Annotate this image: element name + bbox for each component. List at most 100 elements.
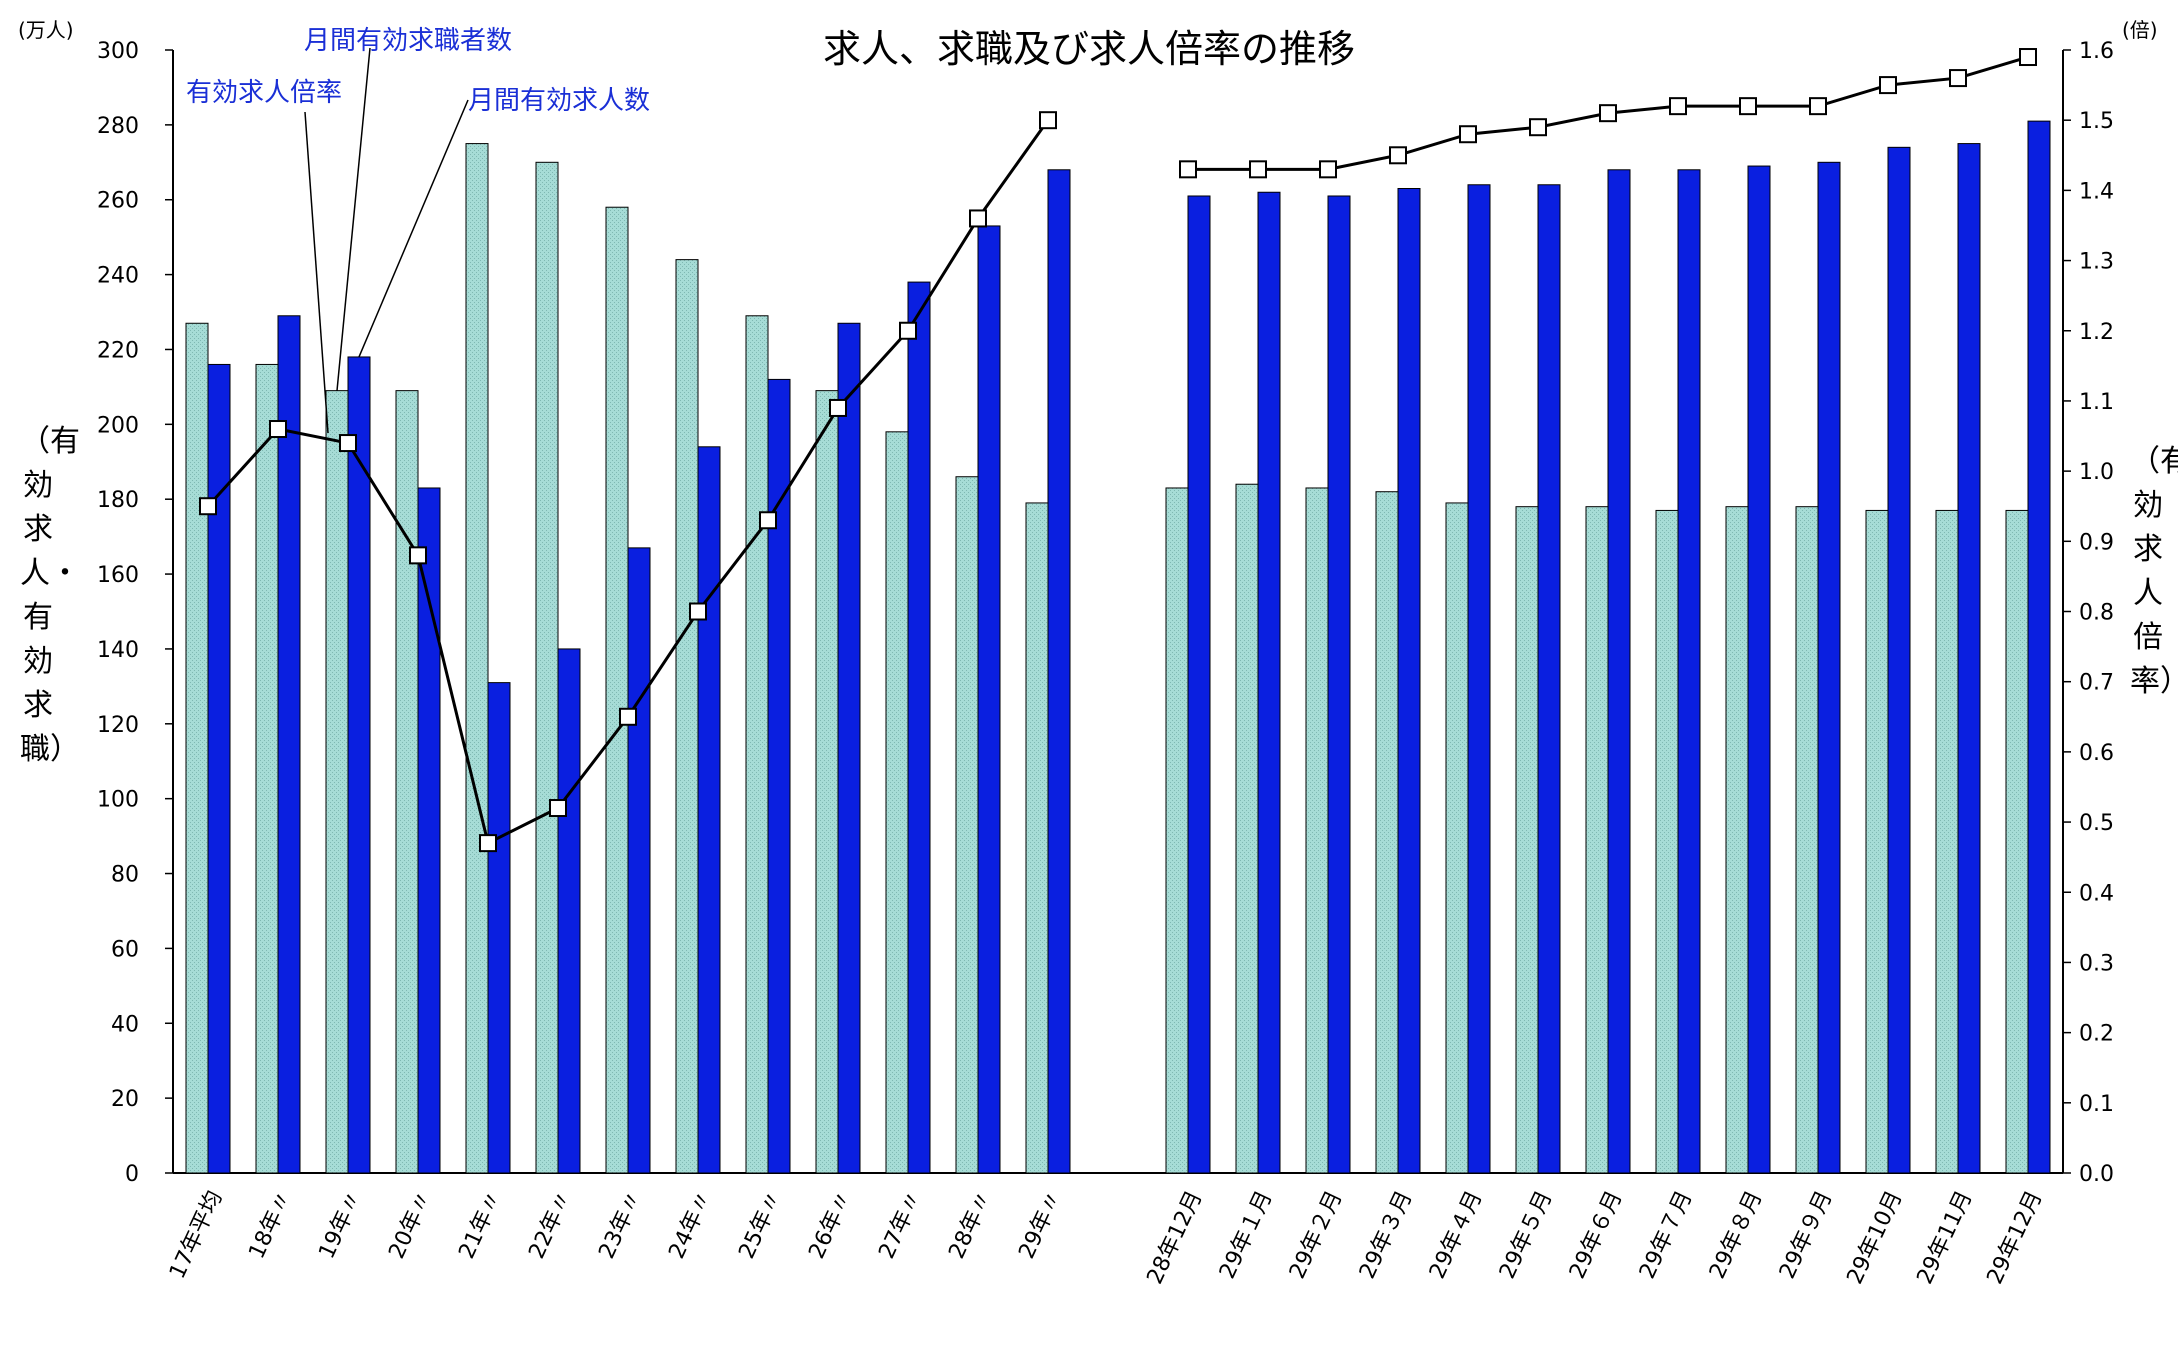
x-tick-label: 29年12月 [1983,1187,2048,1288]
bar-job-seekers [1165,487,1189,1174]
right-tick-label: 1.2 [2079,320,2114,345]
x-tick-label: 29年９月 [1775,1187,1837,1283]
ratio-marker [1039,111,1057,130]
bar-job-seekers [675,259,699,1174]
bar-job-openings [1537,184,1561,1174]
bar-job-seekers [1935,509,1959,1174]
annotation-openings: 月間有効求人数 [468,86,651,116]
bar-job-seekers [1375,491,1399,1174]
bar-job-seekers [815,390,839,1174]
left-tick-label: 280 [97,114,139,139]
right-tick-label: 0.5 [2079,811,2114,836]
x-tick-label: 28年12月 [1143,1187,1208,1288]
bar-job-openings [1257,191,1281,1174]
x-tick-label: 20年〃 [384,1187,437,1263]
right-tick-label: 1.6 [2079,39,2114,64]
right-tick-label: 0.4 [2079,881,2114,906]
ratio-marker [1809,97,1827,116]
x-tick-label: 17年平均 [165,1187,227,1283]
bar-job-seekers [745,315,769,1174]
right-tick-label: 0.3 [2079,951,2114,976]
annotation-seekers: 月間有効求職者数 [304,26,513,56]
right-axis-unit: (倍) [2122,18,2158,42]
x-tick-label: 29年10月 [1843,1187,1908,1288]
left-tick-label: 160 [97,563,139,588]
left-tick-label: 60 [111,937,139,962]
right-tick-label: 0.1 [2079,1092,2114,1117]
bar-job-openings [697,446,721,1174]
bar-job-seekers [395,390,419,1174]
ratio-marker [1179,160,1197,179]
ratio-marker [549,799,567,818]
ratio-marker [479,834,497,853]
right-tick-label: 0.2 [2079,1022,2114,1047]
x-tick-label: 28年〃 [944,1187,997,1263]
annotation-leader [358,99,469,358]
bar-job-openings [1677,169,1701,1174]
ratio-marker [1599,104,1617,123]
bar-job-seekers [1585,506,1609,1174]
bar-job-openings [1467,184,1491,1174]
bar-job-openings [277,315,301,1174]
bar-job-openings [487,682,511,1174]
bar-job-seekers [1725,506,1749,1174]
left-tick-label: 220 [97,338,139,363]
annotation-leader [336,47,371,391]
x-tick-label: 29年11月 [1913,1187,1978,1288]
x-tick-label: 29年５月 [1495,1187,1557,1283]
right-tick-label: 1.0 [2079,460,2114,485]
annotation-leader [304,111,329,434]
bar-job-openings [627,547,651,1174]
ratio-marker [1739,97,1757,116]
ratio-marker [759,511,777,530]
bar-job-seekers [2005,509,2029,1174]
ratio-marker [339,434,357,453]
left-tick-label: 20 [111,1087,139,1112]
x-tick-label: 29年１月 [1215,1187,1277,1283]
ratio-marker [199,497,217,516]
ratio-marker [829,398,847,417]
bar-job-seekers [255,363,279,1174]
x-tick-label: 27年〃 [874,1187,927,1263]
left-axis-unit: (万人) [18,18,74,42]
bar-job-seekers [465,143,489,1174]
right-tick-label: 0.0 [2079,1162,2114,1187]
bar-job-openings [1187,195,1211,1174]
left-tick-label: 140 [97,638,139,663]
bar-job-openings [977,225,1001,1174]
ratio-marker [1249,160,1267,179]
right-tick-label: 0.7 [2079,671,2114,696]
bar-job-seekers [1655,509,1679,1174]
x-tick-label: 29年４月 [1425,1187,1487,1283]
left-tick-label: 300 [97,39,139,64]
right-tick-label: 1.4 [2079,179,2114,204]
bar-job-seekers [1515,506,1539,1174]
bar-job-openings [1957,143,1981,1174]
bar-job-openings [907,281,931,1174]
ratio-marker [1529,118,1547,137]
x-tick-label: 29年〃 [1014,1187,1067,1263]
x-tick-label: 22年〃 [524,1187,577,1263]
x-tick-label: 18年〃 [244,1187,297,1263]
ratio-marker [409,546,427,565]
left-tick-label: 80 [111,863,139,888]
bar-job-seekers [1795,506,1819,1174]
ratio-marker [1949,69,1967,88]
bar-job-seekers [185,322,209,1174]
right-tick-label: 1.3 [2079,250,2114,275]
bar-job-openings [837,322,861,1174]
left-tick-label: 40 [111,1012,139,1037]
bar-job-seekers [535,161,559,1174]
x-tick-label: 26年〃 [804,1187,857,1263]
ratio-marker [2019,48,2037,67]
ratio-marker [1879,76,1897,95]
x-tick-label: 19年〃 [314,1187,367,1263]
bar-job-openings [1397,188,1421,1174]
bar-job-openings [2027,120,2051,1174]
bar-job-openings [417,487,441,1174]
ratio-marker [1389,146,1407,165]
annotation-ratio: 有効求人倍率 [186,78,343,108]
left-tick-label: 180 [97,488,139,513]
ratio-marker [1319,160,1337,179]
